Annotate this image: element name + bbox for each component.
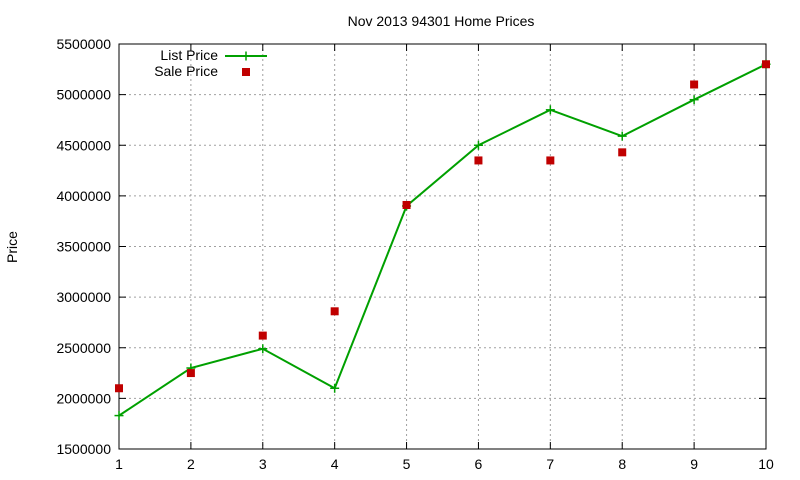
legend: List Price Sale Price <box>154 47 267 79</box>
data-point-list-price <box>330 383 340 393</box>
data-point-list-price <box>545 105 555 115</box>
data-point-sale-price <box>690 80 699 89</box>
x-tick-label: 5 <box>403 456 411 472</box>
legend-marker <box>241 51 251 61</box>
y-tick-label: 4000000 <box>56 188 111 204</box>
x-tick-label: 2 <box>187 456 195 472</box>
data-point-sale-price <box>330 307 339 316</box>
y-tick-label: 4500000 <box>56 137 111 153</box>
y-tick-label: 2500000 <box>56 340 111 356</box>
data-point-list-price <box>617 131 627 141</box>
x-tick-label: 9 <box>690 456 698 472</box>
y-tick-label: 3000000 <box>56 289 111 305</box>
y-tick-label: 5000000 <box>56 87 111 103</box>
y-axis-label: Price <box>4 231 20 263</box>
y-tick-label: 1500000 <box>56 441 111 457</box>
x-tick-label: 1 <box>115 456 123 472</box>
data-point-sale-price <box>618 148 627 157</box>
data-point-sale-price <box>258 331 267 340</box>
data-point-list-price <box>114 411 124 421</box>
legend-sample-sale-price <box>242 68 250 76</box>
axes: 1500000 2000000 2500000 3000000 3500000 40000… <box>56 36 774 472</box>
legend-marker <box>242 68 250 76</box>
plot-area <box>114 59 771 421</box>
y-tick-label: 2000000 <box>56 390 111 406</box>
data-point-sale-price <box>762 60 770 69</box>
grid <box>119 44 766 449</box>
data-point-sale-price <box>546 156 555 165</box>
legend-label-list-price: List Price <box>160 47 218 63</box>
data-point-list-price <box>258 344 268 354</box>
legend-label-sale-price: Sale Price <box>154 63 218 79</box>
legend-sample-list-price <box>225 51 267 61</box>
series-sale-price <box>115 60 770 393</box>
plot-border <box>118 43 767 450</box>
data-point-sale-price <box>186 369 195 378</box>
series-list-price <box>114 59 771 421</box>
y-tick-label: 3500000 <box>56 239 111 255</box>
x-tick-label: 8 <box>618 456 626 472</box>
x-tick-label: 6 <box>475 456 483 472</box>
data-point-sale-price <box>402 200 411 209</box>
y-tick-label: 5500000 <box>56 36 111 52</box>
x-tick-label: 7 <box>546 456 554 472</box>
data-point-list-price <box>473 140 483 150</box>
data-point-sale-price <box>115 384 123 393</box>
x-tick-label: 4 <box>331 456 339 472</box>
chart-title: Nov 2013 94301 Home Prices <box>348 13 535 29</box>
series-line-list-price <box>118 63 767 417</box>
x-tick-label: 10 <box>758 456 774 472</box>
x-tick-label: 3 <box>259 456 267 472</box>
data-point-list-price <box>689 95 699 105</box>
data-point-sale-price <box>474 156 483 165</box>
